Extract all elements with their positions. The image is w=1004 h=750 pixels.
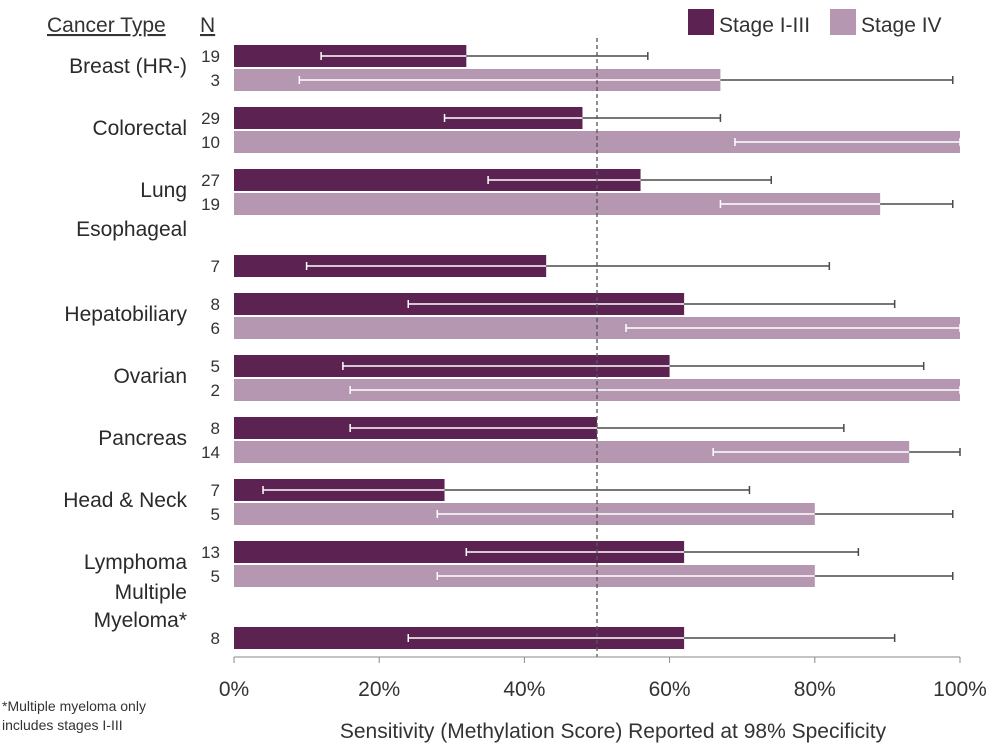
- legend-swatch-stage-iv: [830, 9, 856, 35]
- n-column-header: N: [200, 14, 215, 37]
- bar-lymphoma-stage-i-iii: [234, 541, 685, 563]
- category-label-head-neck: Head & Neck: [63, 489, 187, 512]
- category-label-ovarian: Ovarian: [113, 365, 187, 388]
- n-label-breast-hr-stage-iv: 3: [211, 71, 220, 90]
- n-label-lung-stage-i-iii: 27: [201, 171, 220, 190]
- n-label-lymphoma-stage-i-iii: 13: [201, 543, 220, 562]
- category-label-breast-hr: Breast (HR-): [69, 55, 187, 78]
- x-tick-label-0: 0%: [219, 678, 249, 701]
- x-tick-label-40: 40%: [503, 678, 545, 701]
- bar-colorectal-stage-i-iii: [234, 107, 583, 129]
- n-label-colorectal-stage-iv: 10: [201, 133, 220, 152]
- category-label-hepatobiliary: Hepatobiliary: [64, 303, 187, 326]
- n-label-hepatobiliary-stage-iv: 6: [211, 319, 220, 338]
- x-tick-label-80: 80%: [794, 678, 836, 701]
- category-column-header: Cancer Type: [47, 14, 166, 37]
- n-label-pancreas-stage-iv: 14: [201, 443, 220, 462]
- category-label-esophageal: Esophageal: [76, 218, 187, 241]
- n-label-ovarian-stage-i-iii: 5: [211, 357, 220, 376]
- n-label-pancreas-stage-i-iii: 8: [211, 419, 220, 438]
- bar-colorectal-stage-iv: [234, 131, 960, 153]
- n-label-multiple-myeloma-stage-i-iii: 8: [211, 629, 220, 648]
- n-label-hepatobiliary-stage-i-iii: 8: [211, 295, 220, 314]
- category-label-multiple-myeloma-line-1: Multiple: [115, 581, 187, 604]
- n-label-breast-hr-stage-i-iii: 19: [201, 47, 220, 66]
- n-label-esophageal-stage-i-iii: 7: [211, 257, 220, 276]
- x-tick-label-100: 100%: [933, 678, 987, 701]
- bar-pancreas-stage-iv: [234, 441, 910, 463]
- n-label-lymphoma-stage-iv: 5: [211, 567, 220, 586]
- legend: Stage I-III Stage IV: [688, 9, 942, 37]
- legend-label-stage-iv: Stage IV: [861, 14, 942, 37]
- bar-lung-stage-iv: [234, 193, 881, 215]
- n-label-lung-stage-iv: 19: [201, 195, 220, 214]
- footnote-line-1: *Multiple myeloma only: [2, 698, 146, 714]
- category-label-lymphoma: Lymphoma: [84, 551, 187, 574]
- legend-label-stage-i-iii: Stage I-III: [719, 14, 810, 37]
- bar-lung-stage-i-iii: [234, 169, 641, 191]
- x-tick-label-60: 60%: [649, 678, 691, 701]
- x-axis-label: Sensitivity (Methylation Score) Reported…: [340, 720, 887, 743]
- n-label-ovarian-stage-iv: 2: [211, 381, 220, 400]
- category-label-pancreas: Pancreas: [98, 427, 187, 450]
- legend-swatch-stage-i-iii: [688, 9, 714, 35]
- category-label-lung: Lung: [140, 179, 187, 202]
- n-label-colorectal-stage-i-iii: 29: [201, 109, 220, 128]
- category-label-multiple-myeloma-line-2: Myeloma*: [94, 609, 187, 632]
- x-tick-label-20: 20%: [358, 678, 400, 701]
- n-label-head-neck-stage-i-iii: 7: [211, 481, 220, 500]
- category-label-colorectal: Colorectal: [92, 117, 187, 140]
- n-label-head-neck-stage-iv: 5: [211, 505, 220, 524]
- footnote-line-2: includes stages I-III: [2, 717, 123, 733]
